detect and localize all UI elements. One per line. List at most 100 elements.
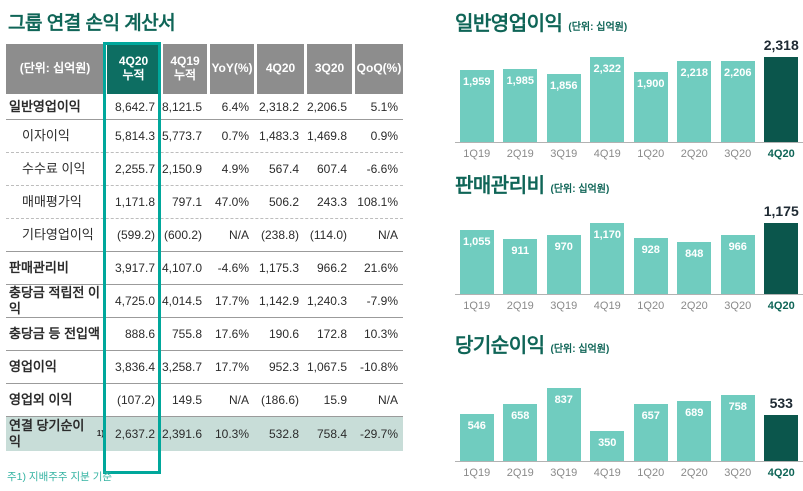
x-axis-label: 3Q19 <box>550 148 578 160</box>
bar-value-label: 2,206 <box>723 67 752 79</box>
table-cell: 952.3 <box>268 360 299 374</box>
chart-header: 당기순이익 (단위: 십억원) <box>455 330 803 358</box>
x-axis-label: 3Q19 <box>550 300 578 312</box>
bar-3q19: 1,856 <box>542 74 586 142</box>
table-cell: 2,637.2 <box>114 427 155 441</box>
bar: 911 <box>503 239 538 294</box>
table-cell: 15.9 <box>323 393 347 407</box>
table-row: 충당금 적립전 이익 4,725.0 4,014.5 17.7% 1,142.9 1,24… <box>6 285 403 318</box>
table-cell: 8,121.5 <box>161 99 202 114</box>
column-header-4q20-cum: 4Q20 누적 <box>104 44 160 94</box>
table-cell: 108.1% <box>357 195 398 209</box>
bar-2q20: 848 <box>673 242 717 294</box>
table-cell: 5,814.3 <box>114 129 155 143</box>
bar: 2,322 <box>590 57 625 142</box>
bar-1q19: 1,055 <box>455 230 499 294</box>
bar-value-label: 1,959 <box>462 76 491 88</box>
x-axis-label: 2Q20 <box>680 300 708 312</box>
table-cell: 5,773.7 <box>161 129 202 143</box>
bar-plot: 1,055 911 970 1,170 928 848 966 1,175 <box>455 198 803 295</box>
table-cell: (107.2) <box>116 393 155 407</box>
table-cell: 2,318.2 <box>258 99 299 114</box>
bar-highlighted <box>764 57 799 142</box>
column-header-qoq: QoQ(%) <box>352 44 403 94</box>
table-cell: 5.1% <box>370 99 398 114</box>
table-cell: 0.9% <box>370 129 398 143</box>
bar: 758 <box>720 395 755 461</box>
bar-plot: 546 658 837 350 657 689 758 533 <box>455 358 803 462</box>
column-header-3q20: 3Q20 <box>304 44 352 94</box>
table-row: 매매평가익 1,171.8 797.1 47.0% 506.2 243.3 108.1% <box>6 186 403 219</box>
bar-3q20: 966 <box>716 235 760 294</box>
bar-highlighted <box>764 223 799 294</box>
bar-4q19: 2,322 <box>586 57 630 142</box>
table-cell: 1,483.3 <box>258 129 299 143</box>
bar-2q19: 1,985 <box>499 69 543 142</box>
chart-unit-label: (단위: 십억원) <box>550 344 610 355</box>
bar: 658 <box>503 404 538 461</box>
bar-value-label: 1,175 <box>763 203 799 219</box>
bar-value-label: 970 <box>554 241 573 253</box>
table-cell: 567.4 <box>268 162 299 176</box>
bar-1q19: 1,959 <box>455 70 499 142</box>
table-cell: 797.1 <box>171 195 202 209</box>
row-label: 판매관리비 <box>9 260 69 276</box>
table-row: 연결 당기순이익 1) 2,637.2 2,391.6 10.3% 532.8 758.4-… <box>6 417 403 451</box>
x-axis-label: 2Q19 <box>506 467 534 479</box>
bar-1q20: 657 <box>629 404 673 461</box>
bar: 1,985 <box>503 69 538 142</box>
x-axis-label: 4Q19 <box>593 300 621 312</box>
table-cell: 3,836.4 <box>114 360 155 374</box>
x-axis-label: 1Q19 <box>463 300 491 312</box>
table-row: 영업외 이익 (107.2) 149.5 N/A (186.6) 15.9 N/A <box>6 384 403 417</box>
table-cell: N/A <box>377 393 398 407</box>
table-row: 수수료 이익 2,255.7 2,150.9 4.9% 567.4 607.4 -6.6% <box>6 153 403 186</box>
chart-general-operating-profit: 일반영업이익 (단위: 십억원) 1,959 1,985 1,856 2,322 1,9… <box>455 8 803 160</box>
table-cell: -10.8% <box>359 360 398 374</box>
table-footnote: 주1) 지배주주 지분 기준 <box>7 471 113 483</box>
x-axis-label: 4Q20 <box>767 300 795 312</box>
table-cell: N/A <box>377 228 398 242</box>
x-axis-label: 3Q20 <box>724 467 752 479</box>
bar-2q20: 2,218 <box>673 61 717 142</box>
table-cell: 17.6% <box>214 327 249 341</box>
bar: 1,170 <box>590 223 625 294</box>
bar-value-label: 966 <box>728 241 747 253</box>
bar-3q19: 970 <box>542 235 586 294</box>
bar-4q20: 2,318 <box>760 37 803 142</box>
table-cell: 2,391.6 <box>161 427 202 441</box>
table-cell: N/A <box>228 228 249 242</box>
table-cell: 1,171.8 <box>114 195 155 209</box>
table-cell: (600.2) <box>163 228 202 242</box>
table-cell: 2,150.9 <box>161 162 202 176</box>
table-cell: 4,014.5 <box>161 294 202 308</box>
x-axis-label: 1Q19 <box>463 148 491 160</box>
table-cell: 10.3% <box>363 327 398 341</box>
row-label: 매매평가익 <box>22 194 82 210</box>
table-cell: 758.4 <box>316 427 347 441</box>
table-cell: 6.4% <box>221 99 249 114</box>
bar: 350 <box>590 431 625 461</box>
chart-title: 일반영업이익 <box>455 13 563 35</box>
table-cell: 190.6 <box>268 327 299 341</box>
bar-value-label: 546 <box>467 420 486 432</box>
chart-title: 판매관리비 <box>455 175 545 197</box>
row-label: 수수료 이익 <box>22 161 86 177</box>
row-label: 기타영업이익 <box>22 227 94 243</box>
table-cell: 1,175.3 <box>258 261 299 275</box>
bar-value-label: 657 <box>641 410 660 422</box>
bar-value-label: 658 <box>511 410 530 422</box>
table-cell: -4.6% <box>217 261 249 275</box>
bar: 1,959 <box>459 70 494 142</box>
table-cell: 506.2 <box>268 195 299 209</box>
x-axis-label: 1Q20 <box>637 467 665 479</box>
table-cell: 755.8 <box>171 327 202 341</box>
bar-value-label: 350 <box>598 437 617 449</box>
x-axis-label: 4Q20 <box>767 467 795 479</box>
table-cell: 17.7% <box>214 294 249 308</box>
table-cell: 607.4 <box>316 162 347 176</box>
table-cell: 8,642.7 <box>114 99 155 114</box>
table-row: 충당금 등 전입액 888.6 755.8 17.6% 190.6 172.8 10.3% <box>6 318 403 351</box>
bar-value-label: 928 <box>641 244 660 256</box>
